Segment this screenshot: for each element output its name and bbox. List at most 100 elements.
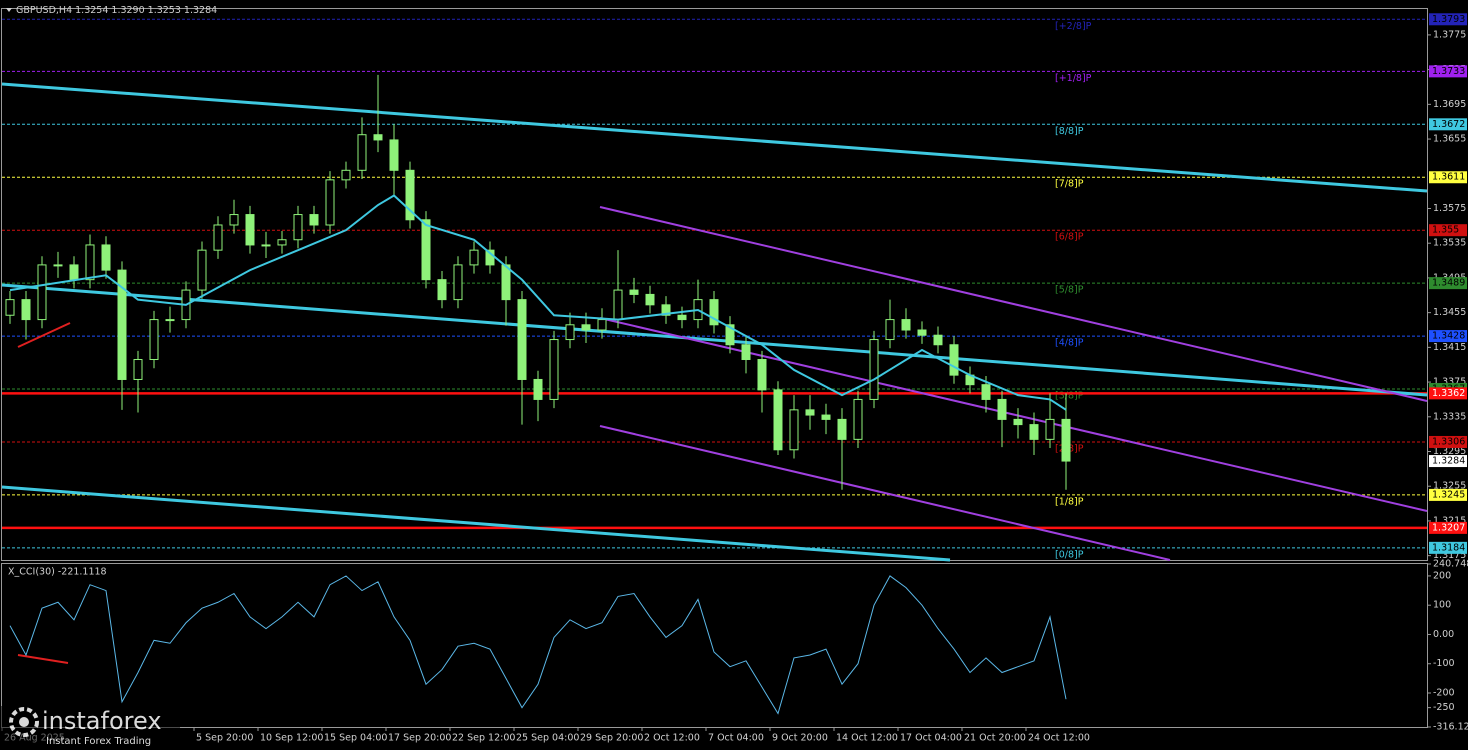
candle-body	[133, 359, 143, 380]
candle-body	[325, 179, 335, 226]
level-label: [3/8]P	[1055, 391, 1084, 402]
watermark-logo	[9, 707, 39, 737]
candle-body	[405, 169, 415, 221]
level-value-box	[1429, 435, 1467, 448]
candle-body	[677, 314, 687, 321]
support-value-box	[1429, 521, 1467, 534]
support-value: 1.3207	[1432, 522, 1465, 533]
level-label: [+2/8]P	[1055, 21, 1092, 32]
candle-body	[773, 389, 783, 451]
divergence-line	[17, 654, 69, 664]
cci-plot	[9, 575, 1067, 715]
channel-line	[599, 425, 1171, 561]
candle-body	[85, 244, 95, 281]
level-value-box	[1429, 277, 1467, 290]
support-value-box	[1429, 387, 1467, 400]
watermark-tagline: Instant Forex Trading	[46, 736, 151, 747]
candle-body	[373, 134, 383, 141]
candle-body	[197, 249, 207, 291]
level-value: 1.3489	[1432, 278, 1465, 289]
candle-body	[837, 418, 847, 440]
level-value-box	[1429, 13, 1467, 26]
level-value: 1.3611	[1432, 172, 1465, 183]
candle-body	[261, 244, 271, 247]
candle-body	[469, 249, 479, 266]
candle-body	[853, 398, 863, 440]
candle-body	[117, 269, 127, 380]
level-value: 1.3428	[1432, 331, 1465, 342]
moving-average	[9, 194, 1067, 411]
cci-title: X_CCI(30) -221.1118	[8, 567, 107, 578]
y-tick-label: 1.3655	[1433, 134, 1466, 145]
candle-body	[101, 244, 111, 271]
y-tick-label: 1.3255	[1433, 481, 1466, 492]
candle-body	[245, 214, 255, 246]
x-tick-label: 14 Oct 12:00	[836, 733, 898, 744]
candle-body	[165, 319, 175, 322]
candle-body	[309, 214, 319, 226]
candle-body	[533, 378, 543, 400]
candle-body	[213, 224, 223, 251]
level-label: [7/8]P	[1055, 179, 1084, 190]
axes: 1.37751.37351.36951.36551.35751.35351.34…	[1, 13, 1468, 744]
candle-body	[565, 324, 575, 341]
candle-body	[1029, 424, 1039, 440]
candle-body	[1061, 418, 1071, 462]
candle-body	[69, 264, 79, 281]
level-value: 1.3306	[1432, 436, 1465, 447]
x-tick-label: 2 Oct 12:00	[644, 733, 700, 744]
y-tick-label: 1.3295	[1433, 446, 1466, 457]
level-label: [5/8]P	[1055, 285, 1084, 296]
level-label: [1/8]P	[1055, 496, 1084, 507]
candle-body	[517, 299, 527, 380]
menu-arrow[interactable]	[6, 8, 12, 12]
x-tick-label: 22 Sep 12:00	[452, 733, 515, 744]
candle-body	[421, 219, 431, 281]
x-tick-label: 24 Oct 12:00	[1028, 733, 1090, 744]
watermark-brand: instaforex	[42, 707, 162, 735]
trend-lines	[1, 82, 1428, 664]
level-value-box	[1429, 541, 1467, 554]
candle-body	[661, 304, 671, 316]
candle-body	[501, 264, 511, 301]
candle-body	[725, 324, 735, 346]
candle-body	[901, 319, 911, 331]
candle-body	[293, 214, 303, 241]
level-value: 1.3733	[1432, 66, 1465, 77]
candle-body	[357, 134, 367, 171]
price-plot	[5, 74, 1071, 490]
price-panel-frame	[1, 8, 1428, 561]
candle-body	[933, 334, 943, 346]
channel-line	[599, 206, 1428, 402]
y-tick-label: 1.3575	[1433, 203, 1466, 214]
candle-body	[789, 409, 799, 451]
level-label: [0/8]P	[1055, 549, 1084, 560]
levels: [+2/8]P [+1/8]P [8/8]P [7/8]P [6/8]P [5/8]P [4…	[2, 18, 1427, 560]
level-value-box	[1429, 224, 1467, 237]
level-value-box	[1429, 171, 1467, 184]
candle-body	[581, 324, 591, 331]
watermark: instaforex Instant Forex Trading	[0, 706, 180, 750]
candle-body	[453, 264, 463, 301]
y-tick-label: -250	[1433, 702, 1455, 713]
y-tick-label: 240.7484	[1433, 559, 1468, 570]
trend-line	[1, 82, 1428, 193]
level-label: [+1/8]P	[1055, 73, 1092, 84]
y-tick-label: 1.3535	[1433, 238, 1466, 249]
y-tick-label: -100	[1433, 658, 1455, 669]
x-tick-label: 9 Oct 20:00	[772, 733, 828, 744]
candle-body	[1045, 418, 1055, 440]
candle-body	[709, 299, 719, 326]
candle-body	[613, 289, 623, 321]
candle-body	[53, 264, 63, 267]
level-label: [4/8]P	[1055, 338, 1084, 349]
y-tick-label: 1.3455	[1433, 307, 1466, 318]
x-tick-label: 21 Oct 20:00	[964, 733, 1026, 744]
level-value-box	[1429, 65, 1467, 78]
candle-body	[757, 359, 767, 391]
y-tick-label: -200	[1433, 688, 1455, 699]
support-value: 1.3362	[1432, 388, 1465, 399]
candle-body	[805, 409, 815, 416]
